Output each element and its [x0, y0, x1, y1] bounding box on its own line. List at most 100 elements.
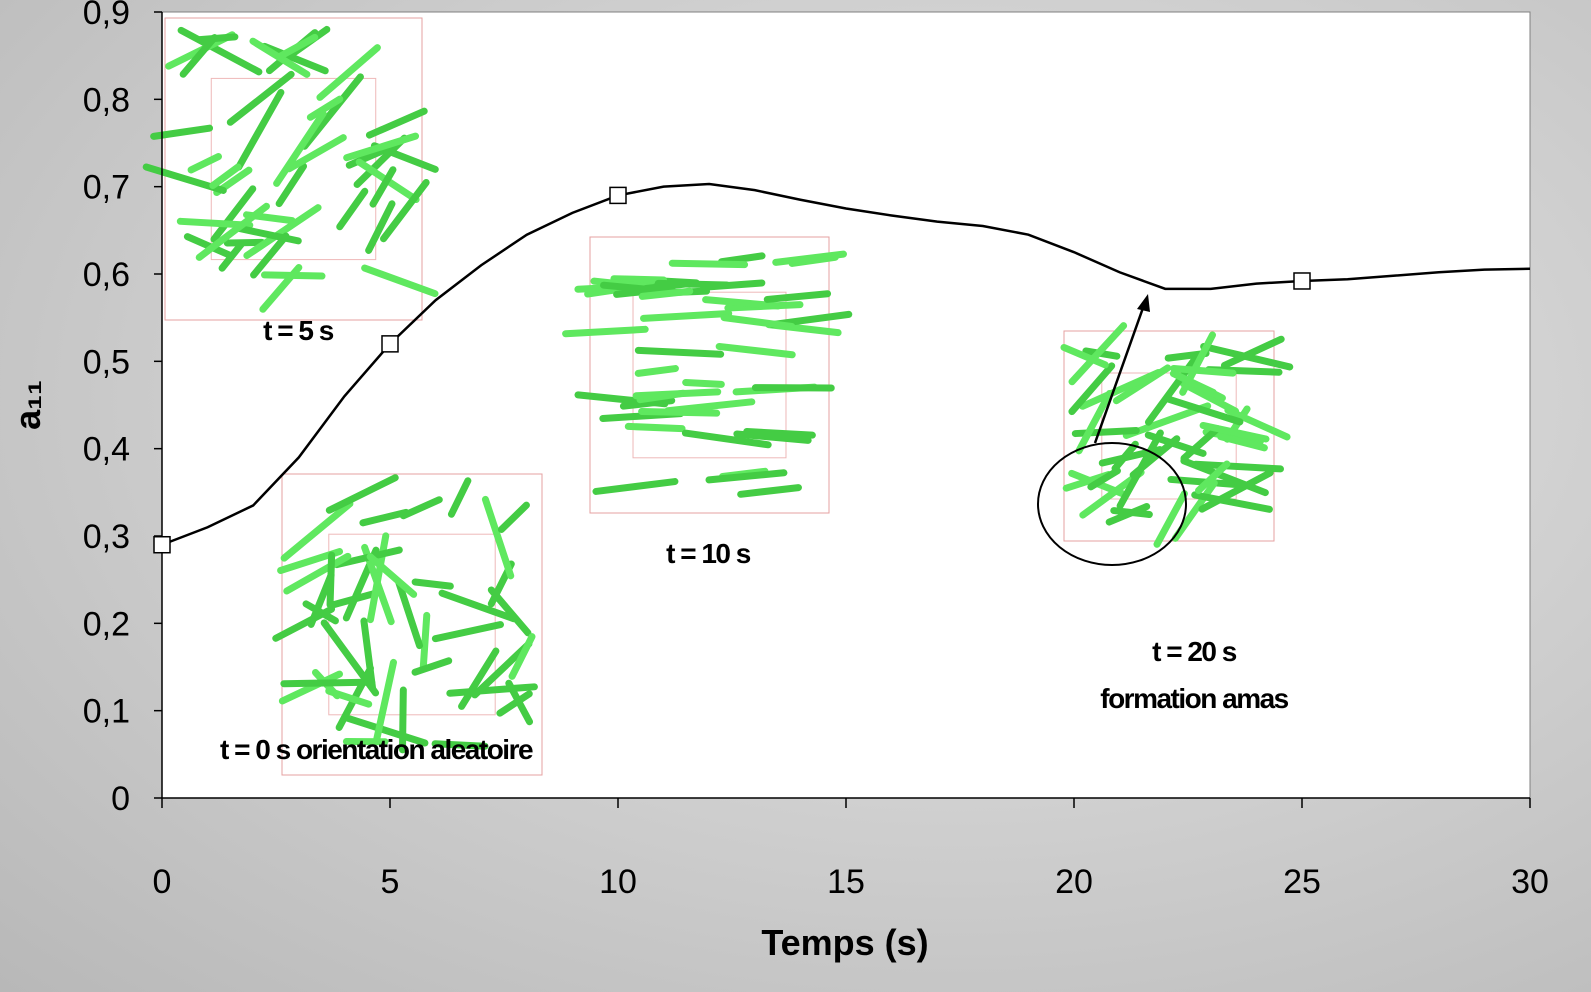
- fiber: [419, 611, 431, 673]
- fiber: [183, 233, 233, 259]
- fiber: [705, 469, 788, 484]
- fiber: [1153, 490, 1188, 548]
- fiber: [280, 678, 376, 688]
- marker: [153, 535, 171, 554]
- y-tick-label: 0,6: [83, 256, 130, 294]
- fiber: [1180, 425, 1222, 462]
- fiber: [380, 178, 430, 243]
- fiber: [272, 605, 336, 642]
- fiber: [720, 314, 796, 330]
- y-tick-label: 0,3: [83, 518, 130, 556]
- fiber: [370, 142, 439, 173]
- fiber: [1144, 431, 1207, 457]
- fiber: [1191, 491, 1273, 513]
- fiber: [1171, 479, 1218, 542]
- fiber: [275, 33, 319, 61]
- fiber: [359, 508, 410, 527]
- fiber: [624, 422, 686, 433]
- fiber: [285, 134, 347, 173]
- insets: [142, 17, 1294, 776]
- x-tick-label: 15: [827, 863, 865, 901]
- fiber: [209, 163, 242, 190]
- fiber: [1220, 335, 1285, 369]
- fiber: [763, 290, 832, 303]
- fiber: [743, 427, 816, 439]
- fiber: [496, 690, 533, 717]
- fiber: [273, 110, 327, 187]
- fiber: [1199, 421, 1270, 443]
- fiber: [718, 252, 766, 266]
- fiber: [592, 478, 679, 495]
- fiber: [610, 275, 668, 284]
- x-axis-title: Temps (s): [761, 922, 928, 963]
- fiber: [365, 200, 396, 254]
- fiber: [325, 687, 373, 708]
- fiber: [1194, 460, 1231, 495]
- fiber: [640, 310, 733, 322]
- fiber: [1165, 395, 1244, 426]
- fiber: [438, 589, 518, 623]
- fiber: [1075, 389, 1113, 455]
- y-tick-label: 0,9: [83, 0, 130, 32]
- fiber: [1224, 406, 1291, 441]
- fiber: [316, 44, 381, 101]
- fiber: [619, 397, 676, 410]
- y-tick-label: 0,5: [83, 343, 130, 381]
- arrow: [1093, 304, 1146, 444]
- annotation: formation amas: [1100, 683, 1288, 714]
- fiber: [366, 553, 418, 598]
- annotation: t = 20 s: [1152, 636, 1237, 667]
- fiber: [301, 73, 364, 150]
- fiber: [235, 224, 302, 245]
- fiber: [275, 162, 308, 208]
- fiber: [431, 621, 504, 643]
- fiber: [1180, 380, 1240, 415]
- fiber: [447, 477, 472, 518]
- fiber: [1087, 467, 1121, 491]
- marker: [381, 335, 399, 353]
- fiber: [306, 95, 344, 121]
- x-tick-label: 10: [599, 863, 637, 901]
- fiber: [1079, 369, 1162, 410]
- fiber: [365, 107, 428, 139]
- fiber: [1217, 433, 1268, 452]
- fiber: [343, 132, 420, 162]
- annotation: t = 10 s: [666, 538, 751, 569]
- y-tick-label: 0,1: [83, 693, 130, 731]
- fiber: [634, 346, 725, 358]
- fiber: [195, 202, 270, 261]
- arrow-head: [1137, 294, 1150, 312]
- fiber: [187, 153, 222, 174]
- fiber: [431, 740, 489, 750]
- fiber: [471, 640, 533, 699]
- fiber: [343, 714, 429, 747]
- fiber: [702, 296, 782, 310]
- fiber: [681, 429, 772, 449]
- fiber: [177, 26, 263, 76]
- y-tick-label: 0,8: [83, 81, 130, 119]
- fiber: [458, 647, 500, 710]
- fiber: [243, 204, 322, 260]
- fiber: [411, 657, 453, 676]
- fiber: [1111, 440, 1139, 472]
- fiber: [562, 325, 649, 338]
- fiber: [654, 279, 731, 289]
- x-tick-label: 25: [1283, 863, 1321, 901]
- y-tick-label: 0,4: [83, 431, 130, 469]
- fiber: [361, 264, 439, 298]
- fiber: [497, 501, 530, 533]
- fiber: [218, 239, 246, 272]
- fiber: [353, 134, 408, 188]
- fiber: [325, 474, 399, 514]
- fiber: [508, 633, 536, 680]
- fiber: [235, 88, 285, 171]
- fiber: [638, 287, 694, 300]
- fiber: [210, 185, 257, 243]
- fiber: [398, 686, 407, 754]
- fiber: [632, 388, 722, 400]
- fiber: [682, 378, 725, 388]
- y-tick-label: 0: [111, 780, 130, 818]
- fiber: [360, 617, 377, 692]
- fiber: [1068, 322, 1128, 386]
